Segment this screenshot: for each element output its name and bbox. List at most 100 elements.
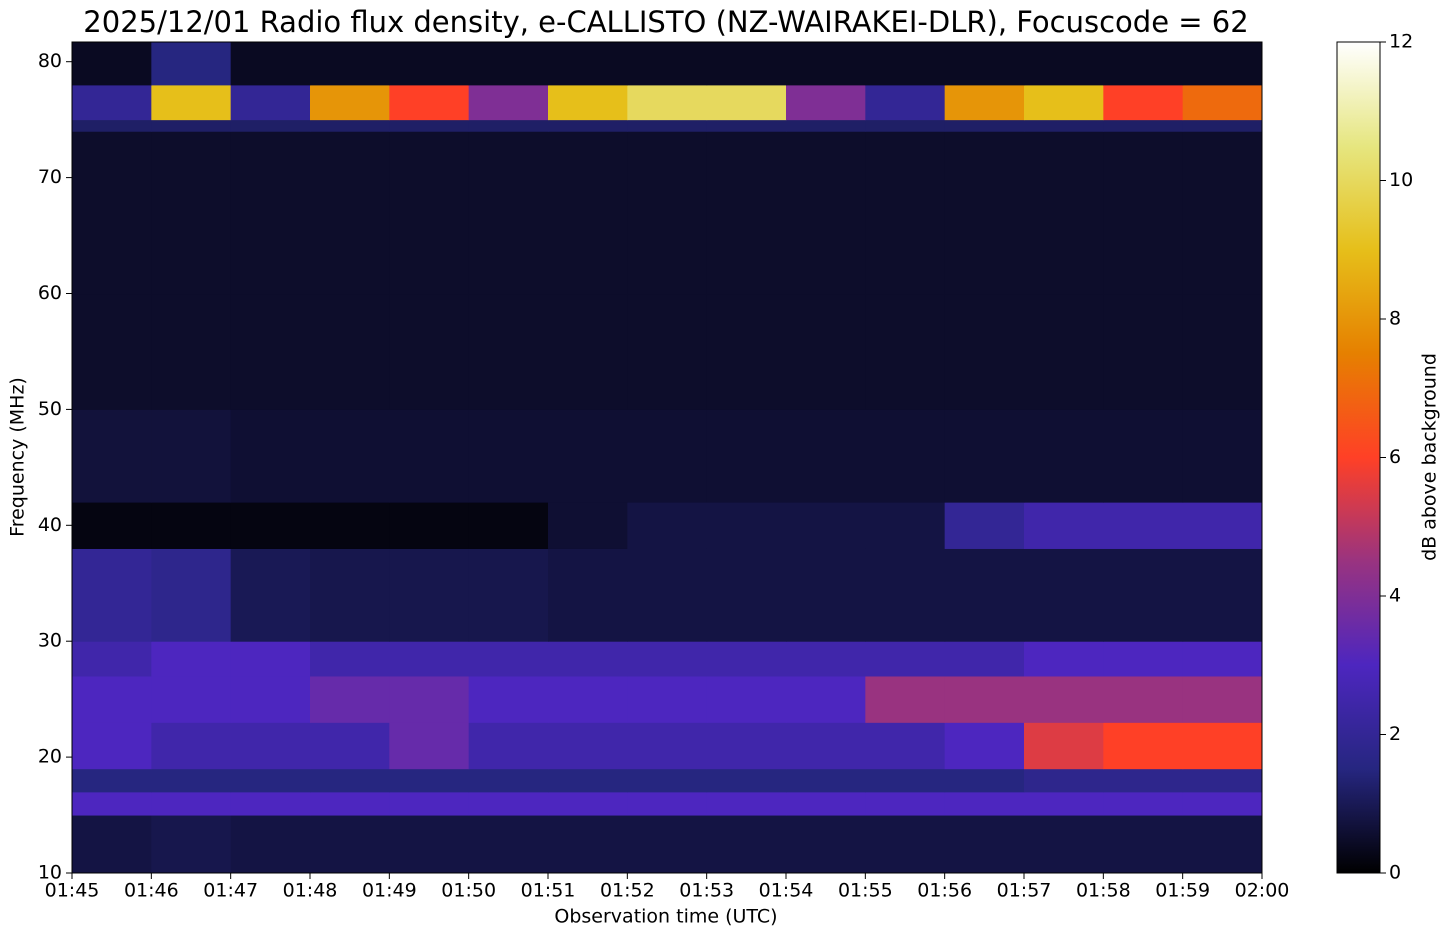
heatmap-cell (944, 768, 1025, 793)
heatmap-cell (865, 293, 946, 410)
heatmap-cell (1182, 768, 1263, 793)
heatmap-cell (468, 548, 549, 642)
heatmap-cell (1103, 502, 1184, 549)
heatmap-cell (310, 815, 390, 874)
heatmap-cell (706, 675, 787, 723)
heatmap-cell (548, 131, 628, 295)
heatmap-cell (944, 293, 1025, 410)
heatmap-cell (389, 815, 470, 874)
heatmap-cell (706, 131, 787, 295)
heatmap-cell (1103, 131, 1184, 295)
x-tick-label: 01:47 (203, 880, 258, 902)
heatmap-cell (72, 675, 152, 723)
heatmap-cell (627, 815, 708, 874)
heatmap-cell (865, 42, 946, 86)
heatmap-cell (1024, 768, 1104, 793)
heatmap-cell (706, 409, 787, 503)
heatmap-cell (786, 502, 866, 549)
x-tick-label: 01:46 (124, 880, 179, 902)
heatmap-cell (230, 42, 311, 86)
heatmap-cell (786, 791, 866, 816)
heatmap-cell (627, 791, 708, 816)
heatmap-cell (865, 722, 946, 770)
heatmap-cell (310, 768, 390, 793)
heatmap-cell (230, 409, 311, 503)
heatmap-cell (944, 131, 1025, 295)
heatmap-cell (548, 502, 628, 549)
heatmap-cell (310, 131, 390, 295)
heatmap-cell (72, 293, 152, 410)
heatmap-cell (1024, 548, 1104, 642)
x-tick-label: 01:58 (1076, 880, 1131, 902)
heatmap-cell (230, 84, 311, 121)
heatmap-cell (310, 791, 390, 816)
heatmap-cell (389, 548, 470, 642)
heatmap-cell (548, 722, 628, 770)
heatmap-cell (1182, 42, 1263, 86)
heatmap-cell (944, 42, 1025, 86)
heatmap-cell (1024, 409, 1104, 503)
heatmap-cell (1103, 791, 1184, 816)
heatmap-cell (865, 815, 946, 874)
heatmap-cell (72, 409, 152, 503)
heatmap-cell (865, 768, 946, 793)
heatmap-cell (1103, 84, 1184, 121)
y-axis-label: Frequency (MHz) (7, 377, 29, 537)
heatmap-cell (706, 768, 787, 793)
heatmap-cell (944, 815, 1025, 874)
heatmap-cell (1182, 119, 1263, 132)
heatmap-cell (151, 131, 232, 295)
heatmap-cell (310, 641, 390, 677)
heatmap-cell (627, 548, 708, 642)
x-tick-label: 01:48 (283, 880, 338, 902)
heatmap-cell (1103, 815, 1184, 874)
heatmap-cell (627, 119, 708, 132)
heatmap-cell (548, 119, 628, 132)
heatmap-cell (230, 548, 311, 642)
x-tick-label: 01:45 (45, 880, 100, 902)
heatmap-cell (944, 409, 1025, 503)
y-tick-label: 50 (38, 398, 62, 420)
heatmap-cell (72, 768, 152, 793)
colorbar-tick-label: 6 (1389, 446, 1401, 468)
x-tick-label: 01:59 (1155, 880, 1210, 902)
heatmap-cell (706, 722, 787, 770)
heatmap-cell (627, 768, 708, 793)
heatmap-cell (706, 815, 787, 874)
x-axis-label: Observation time (UTC) (554, 906, 777, 928)
heatmap-cell (310, 409, 390, 503)
heatmap-cell (1182, 675, 1263, 723)
heatmap-cell (72, 791, 152, 816)
heatmap-cell (865, 791, 946, 816)
heatmap-cell (1024, 641, 1104, 677)
heatmap-cell (389, 84, 470, 121)
x-tick-label: 01:55 (838, 880, 893, 902)
x-tick-label: 01:56 (917, 880, 972, 902)
x-tick-label: 01:51 (521, 880, 576, 902)
heatmap-cell (1024, 84, 1104, 121)
heatmap-cell (865, 409, 946, 503)
heatmap-cell (865, 675, 946, 723)
heatmap-cell (1024, 722, 1104, 770)
heatmap-cell (548, 791, 628, 816)
heatmap-cell (389, 675, 470, 723)
heatmap-cell (1182, 641, 1263, 677)
x-tick-label: 01:57 (997, 880, 1052, 902)
heatmap-cell (865, 119, 946, 132)
heatmap-cell (310, 502, 390, 549)
heatmap-cell (865, 84, 946, 121)
heatmap-cell (230, 131, 311, 295)
heatmap-cell (1103, 722, 1184, 770)
heatmap-cell (1103, 119, 1184, 132)
heatmap-cell (944, 675, 1025, 723)
heatmap-cell (72, 502, 152, 549)
heatmap-cell (548, 409, 628, 503)
heatmap-cell (1024, 791, 1104, 816)
heatmap-cell (548, 641, 628, 677)
heatmap-cell (468, 815, 549, 874)
heatmap-cell (72, 815, 152, 874)
chart-title: 2025/12/01 Radio flux density, e-CALLIST… (83, 5, 1248, 39)
heatmap-cell (786, 42, 866, 86)
heatmap-cell (548, 768, 628, 793)
heatmap-cell (151, 502, 232, 549)
